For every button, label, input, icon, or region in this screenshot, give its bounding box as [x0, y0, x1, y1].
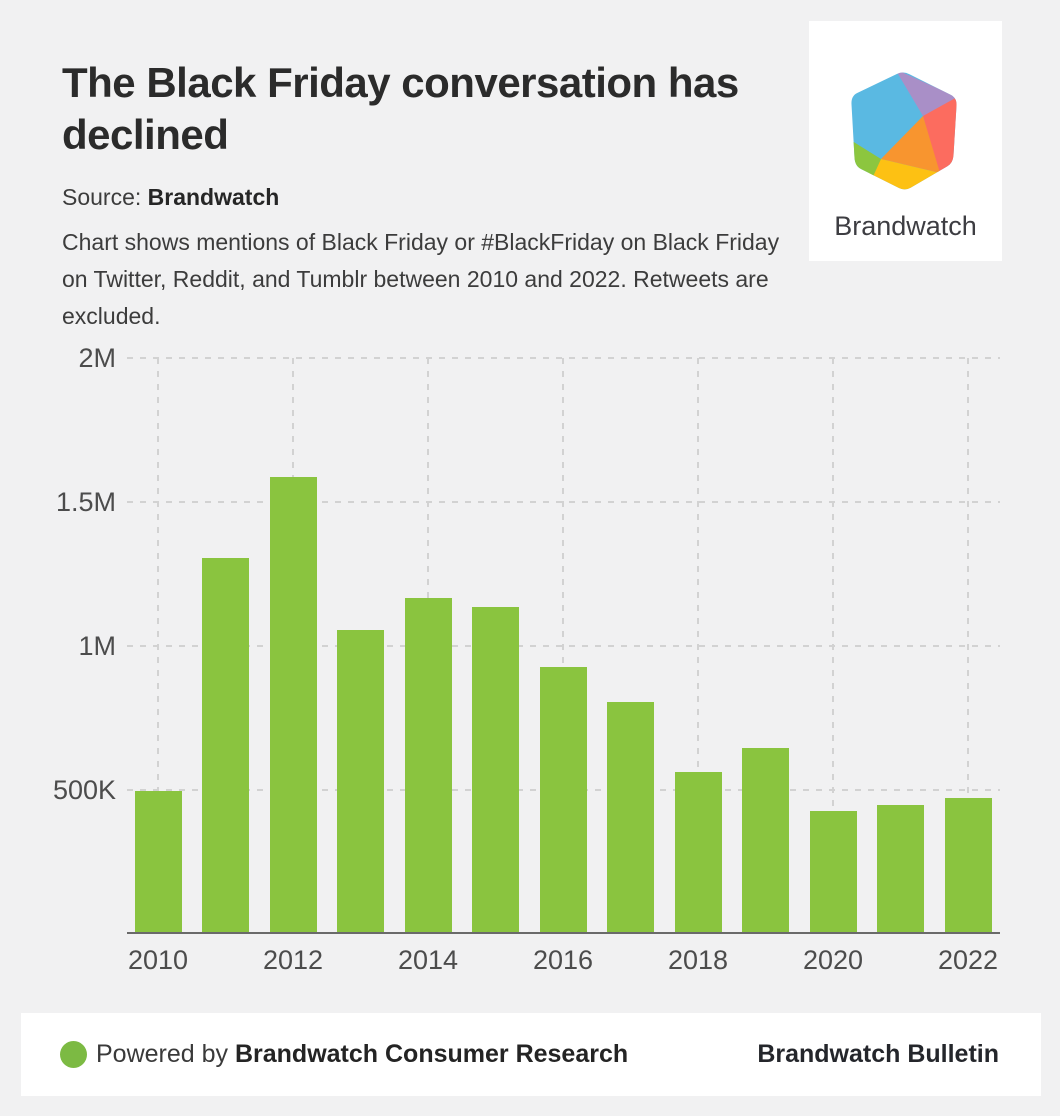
bar-2016 — [539, 667, 587, 932]
bar-2013 — [337, 629, 384, 932]
bar-2015 — [472, 606, 519, 932]
x-axis-label-2016: 2016 — [532, 945, 594, 975]
footer-bar: Powered by Brandwatch Consumer Research … — [21, 1013, 1041, 1096]
gridline-year-2016 — [562, 358, 564, 932]
plot-area — [127, 357, 1000, 934]
bar-2019 — [742, 747, 789, 932]
gridline-year-2020 — [832, 358, 834, 932]
page-title: The Black Friday conversation has declin… — [62, 57, 802, 161]
source-line: Source: Brandwatch — [62, 184, 279, 211]
hex-facet-yellow — [865, 159, 940, 190]
chart-description: Chart shows mentions of Black Friday or … — [62, 224, 822, 335]
bar-2011 — [202, 557, 249, 932]
y-axis-label-1.5M: 1.5M — [55, 487, 116, 517]
powered-by-prefix: Powered by — [96, 1040, 235, 1068]
x-axis-label-2020: 2020 — [802, 945, 864, 975]
bar-2020 — [809, 811, 857, 932]
bar-chart: 2M 1.5M 1M 500K 2010 2012 2014 2016 2018 2020 2022 — [52, 343, 1000, 975]
gridline-year-2022 — [967, 358, 969, 932]
x-axis-label-2012: 2012 — [262, 945, 324, 975]
description-line-2: on Twitter, Reddit, and Tumblr between 2… — [62, 266, 769, 292]
description-line-3: excluded. — [62, 303, 161, 329]
y-axis-label-1M: 1M — [78, 631, 116, 661]
brandwatch-wordmark: Brandwatch — [834, 211, 977, 241]
page-title-line-2: declined — [62, 111, 229, 158]
powered-by-brand: Brandwatch Consumer Research — [234, 1040, 629, 1068]
description-line-1: Chart shows mentions of Black Friday or … — [62, 229, 780, 255]
bar-2022 — [944, 798, 992, 932]
gridline-year-2018 — [697, 358, 699, 932]
hex-facet-coral — [923, 96, 957, 174]
green-dot-icon — [60, 1041, 87, 1068]
x-axis-label-2022: 2022 — [937, 945, 999, 975]
bar-2017 — [607, 701, 654, 932]
page-title-line-1: The Black Friday conversation has — [62, 59, 739, 106]
bar-2018 — [674, 772, 722, 932]
y-axis-label-500K: 500K — [52, 775, 116, 805]
brandwatch-hexagon-icon — [851, 72, 957, 190]
bar-2014 — [404, 597, 452, 932]
bar-2010 — [134, 790, 182, 932]
source-value: Brandwatch — [147, 184, 280, 210]
source-label: Source: — [62, 184, 148, 210]
gridline-year-2010 — [157, 358, 159, 932]
brandwatch-logo-card: Brandwatch — [809, 21, 1002, 261]
brandwatch-bulletin-text: Brandwatch Bulletin — [757, 1040, 999, 1068]
y-axis-label-2M: 2M — [78, 343, 116, 373]
x-axis-label-2010: 2010 — [127, 945, 189, 975]
bar-2021 — [877, 805, 924, 932]
x-axis-label-2014: 2014 — [397, 945, 459, 975]
bar-2012 — [269, 476, 317, 932]
x-axis-label-2018: 2018 — [667, 945, 729, 975]
powered-by-text: Powered by Brandwatch Consumer Research — [96, 1040, 628, 1069]
hex-facet-orange — [881, 116, 940, 173]
